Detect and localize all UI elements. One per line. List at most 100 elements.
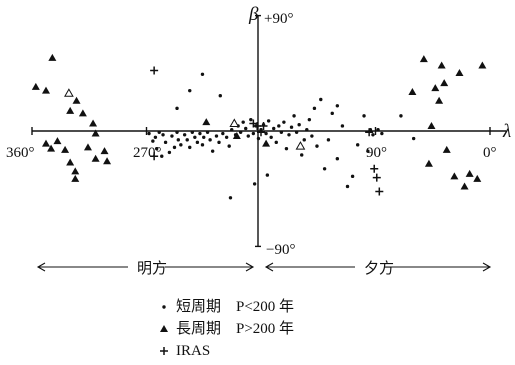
legend-long-period-criterion: P>200 年 — [236, 321, 295, 337]
dot-point-0-12 — [176, 138, 181, 142]
lambda-tick-label-360: 360° — [6, 145, 35, 161]
legend-marker-0 — [162, 305, 166, 309]
dot-point-0-46 — [269, 135, 273, 139]
axes — [31, 14, 506, 272]
dot-point-0-16 — [188, 145, 192, 150]
dot-point-0-50 — [279, 130, 284, 134]
open-triangle-point-3-2 — [295, 141, 306, 150]
triangle-point-1-7 — [66, 106, 75, 114]
dot-point-0-89 — [228, 196, 233, 200]
dot-point-0-28 — [221, 131, 225, 136]
dot-point-0-2 — [157, 130, 161, 134]
dot-point-0-13 — [179, 143, 183, 147]
triangle-point-1-12 — [91, 129, 100, 137]
triangle-point-1-1 — [31, 82, 40, 90]
dot-point-0-47 — [272, 126, 276, 131]
dot-point-0-54 — [289, 125, 294, 129]
data-marks — [31, 53, 487, 355]
cross-point-2-1 — [150, 152, 159, 161]
dot-point-0-25 — [210, 149, 215, 153]
triangle-point-1-32 — [460, 182, 469, 190]
triangle-point-1-26 — [473, 174, 482, 182]
triangle-point-1-20 — [437, 61, 446, 69]
dot-point-0-8 — [154, 146, 159, 151]
beta-axis-symbol: β — [249, 4, 259, 25]
triangle-point-1-5 — [53, 137, 62, 145]
lambda-tick-label-0: 0° — [483, 145, 497, 161]
dot-point-0-41 — [256, 136, 261, 141]
dot-point-0-63 — [312, 106, 317, 111]
triangle-point-1-8 — [72, 96, 81, 104]
triangle-point-1-23 — [440, 79, 449, 87]
dot-point-0-39 — [251, 131, 256, 136]
dot-point-0-60 — [305, 128, 309, 132]
triangle-point-1-22 — [478, 61, 487, 69]
cross-point-2-4 — [372, 173, 381, 182]
dot-point-0-79 — [188, 88, 192, 93]
dot-point-0-4 — [170, 134, 174, 138]
legend-iras-name: IRAS — [176, 343, 211, 359]
triangle-point-1-33 — [435, 96, 444, 104]
dot-point-0-20 — [198, 131, 202, 136]
dot-point-0-19 — [195, 140, 200, 145]
dot-point-0-6 — [167, 150, 172, 155]
triangle-point-1-34 — [232, 132, 241, 140]
triangle-point-1-13 — [100, 147, 109, 155]
dot-point-0-69 — [335, 157, 340, 161]
dot-point-0-72 — [350, 174, 355, 179]
dot-point-0-59 — [302, 138, 306, 142]
dot-point-0-7 — [160, 154, 164, 158]
dot-point-0-0 — [153, 135, 158, 139]
dot-point-0-3 — [163, 140, 168, 145]
legend-row-iras: IRAS — [176, 344, 236, 359]
triangle-point-1-18 — [66, 158, 75, 166]
triangle-point-1-6 — [61, 145, 70, 153]
legend-long-period-name: 長周期 — [176, 321, 222, 337]
dot-point-0-5 — [172, 145, 177, 150]
dot-point-0-9 — [151, 139, 155, 143]
dot-point-0-85 — [399, 114, 403, 118]
cross-point-2-5 — [375, 187, 384, 196]
triangle-point-1-11 — [89, 119, 98, 127]
dot-point-0-18 — [193, 135, 197, 139]
dot-point-0-11 — [175, 130, 179, 134]
legend-row-short-period: 短周期 P<200 年 — [176, 300, 294, 315]
dot-point-0-38 — [249, 117, 253, 122]
dot-point-0-66 — [322, 167, 327, 171]
dot-point-0-84 — [380, 131, 384, 136]
dot-point-0-31 — [230, 128, 234, 132]
dot-point-0-26 — [214, 134, 219, 138]
dot-point-0-86 — [411, 136, 416, 141]
triangle-point-1-35 — [262, 139, 271, 147]
triangle-point-1-9 — [78, 109, 87, 117]
dusk-arrow-right-head — [482, 262, 492, 272]
cross-point-2-9 — [249, 119, 258, 128]
dawn-arrow-right-head — [245, 262, 255, 272]
dot-point-0-56 — [294, 130, 299, 134]
triangle-point-1-24 — [442, 145, 451, 153]
dot-point-0-67 — [326, 138, 331, 142]
dot-point-0-75 — [366, 149, 370, 153]
dot-point-0-57 — [297, 123, 301, 127]
triangle-point-1-25 — [465, 169, 474, 177]
dot-point-0-82 — [371, 133, 375, 137]
dot-point-0-73 — [355, 143, 360, 147]
cross-point-2-8 — [259, 121, 268, 130]
cross-point-2-0 — [150, 66, 159, 75]
triangle-point-1-4 — [47, 144, 56, 152]
open-triangle-point-3-1 — [229, 118, 240, 127]
dot-point-0-35 — [241, 120, 245, 124]
triangle-point-1-2 — [41, 86, 50, 94]
dot-point-0-68 — [330, 111, 334, 116]
triangle-point-1-17 — [71, 167, 80, 175]
dot-point-0-44 — [264, 131, 268, 136]
triangle-point-1-29 — [424, 159, 433, 167]
legend-short-period-name: 短周期 — [176, 299, 222, 315]
legend-marker-1 — [160, 325, 168, 332]
lambda-tick-label-270: 270° — [133, 145, 162, 161]
dot-point-0-77 — [218, 94, 222, 98]
dot-point-0-62 — [310, 134, 314, 138]
dot-point-0-71 — [345, 184, 350, 189]
dot-point-0-10 — [147, 131, 151, 136]
